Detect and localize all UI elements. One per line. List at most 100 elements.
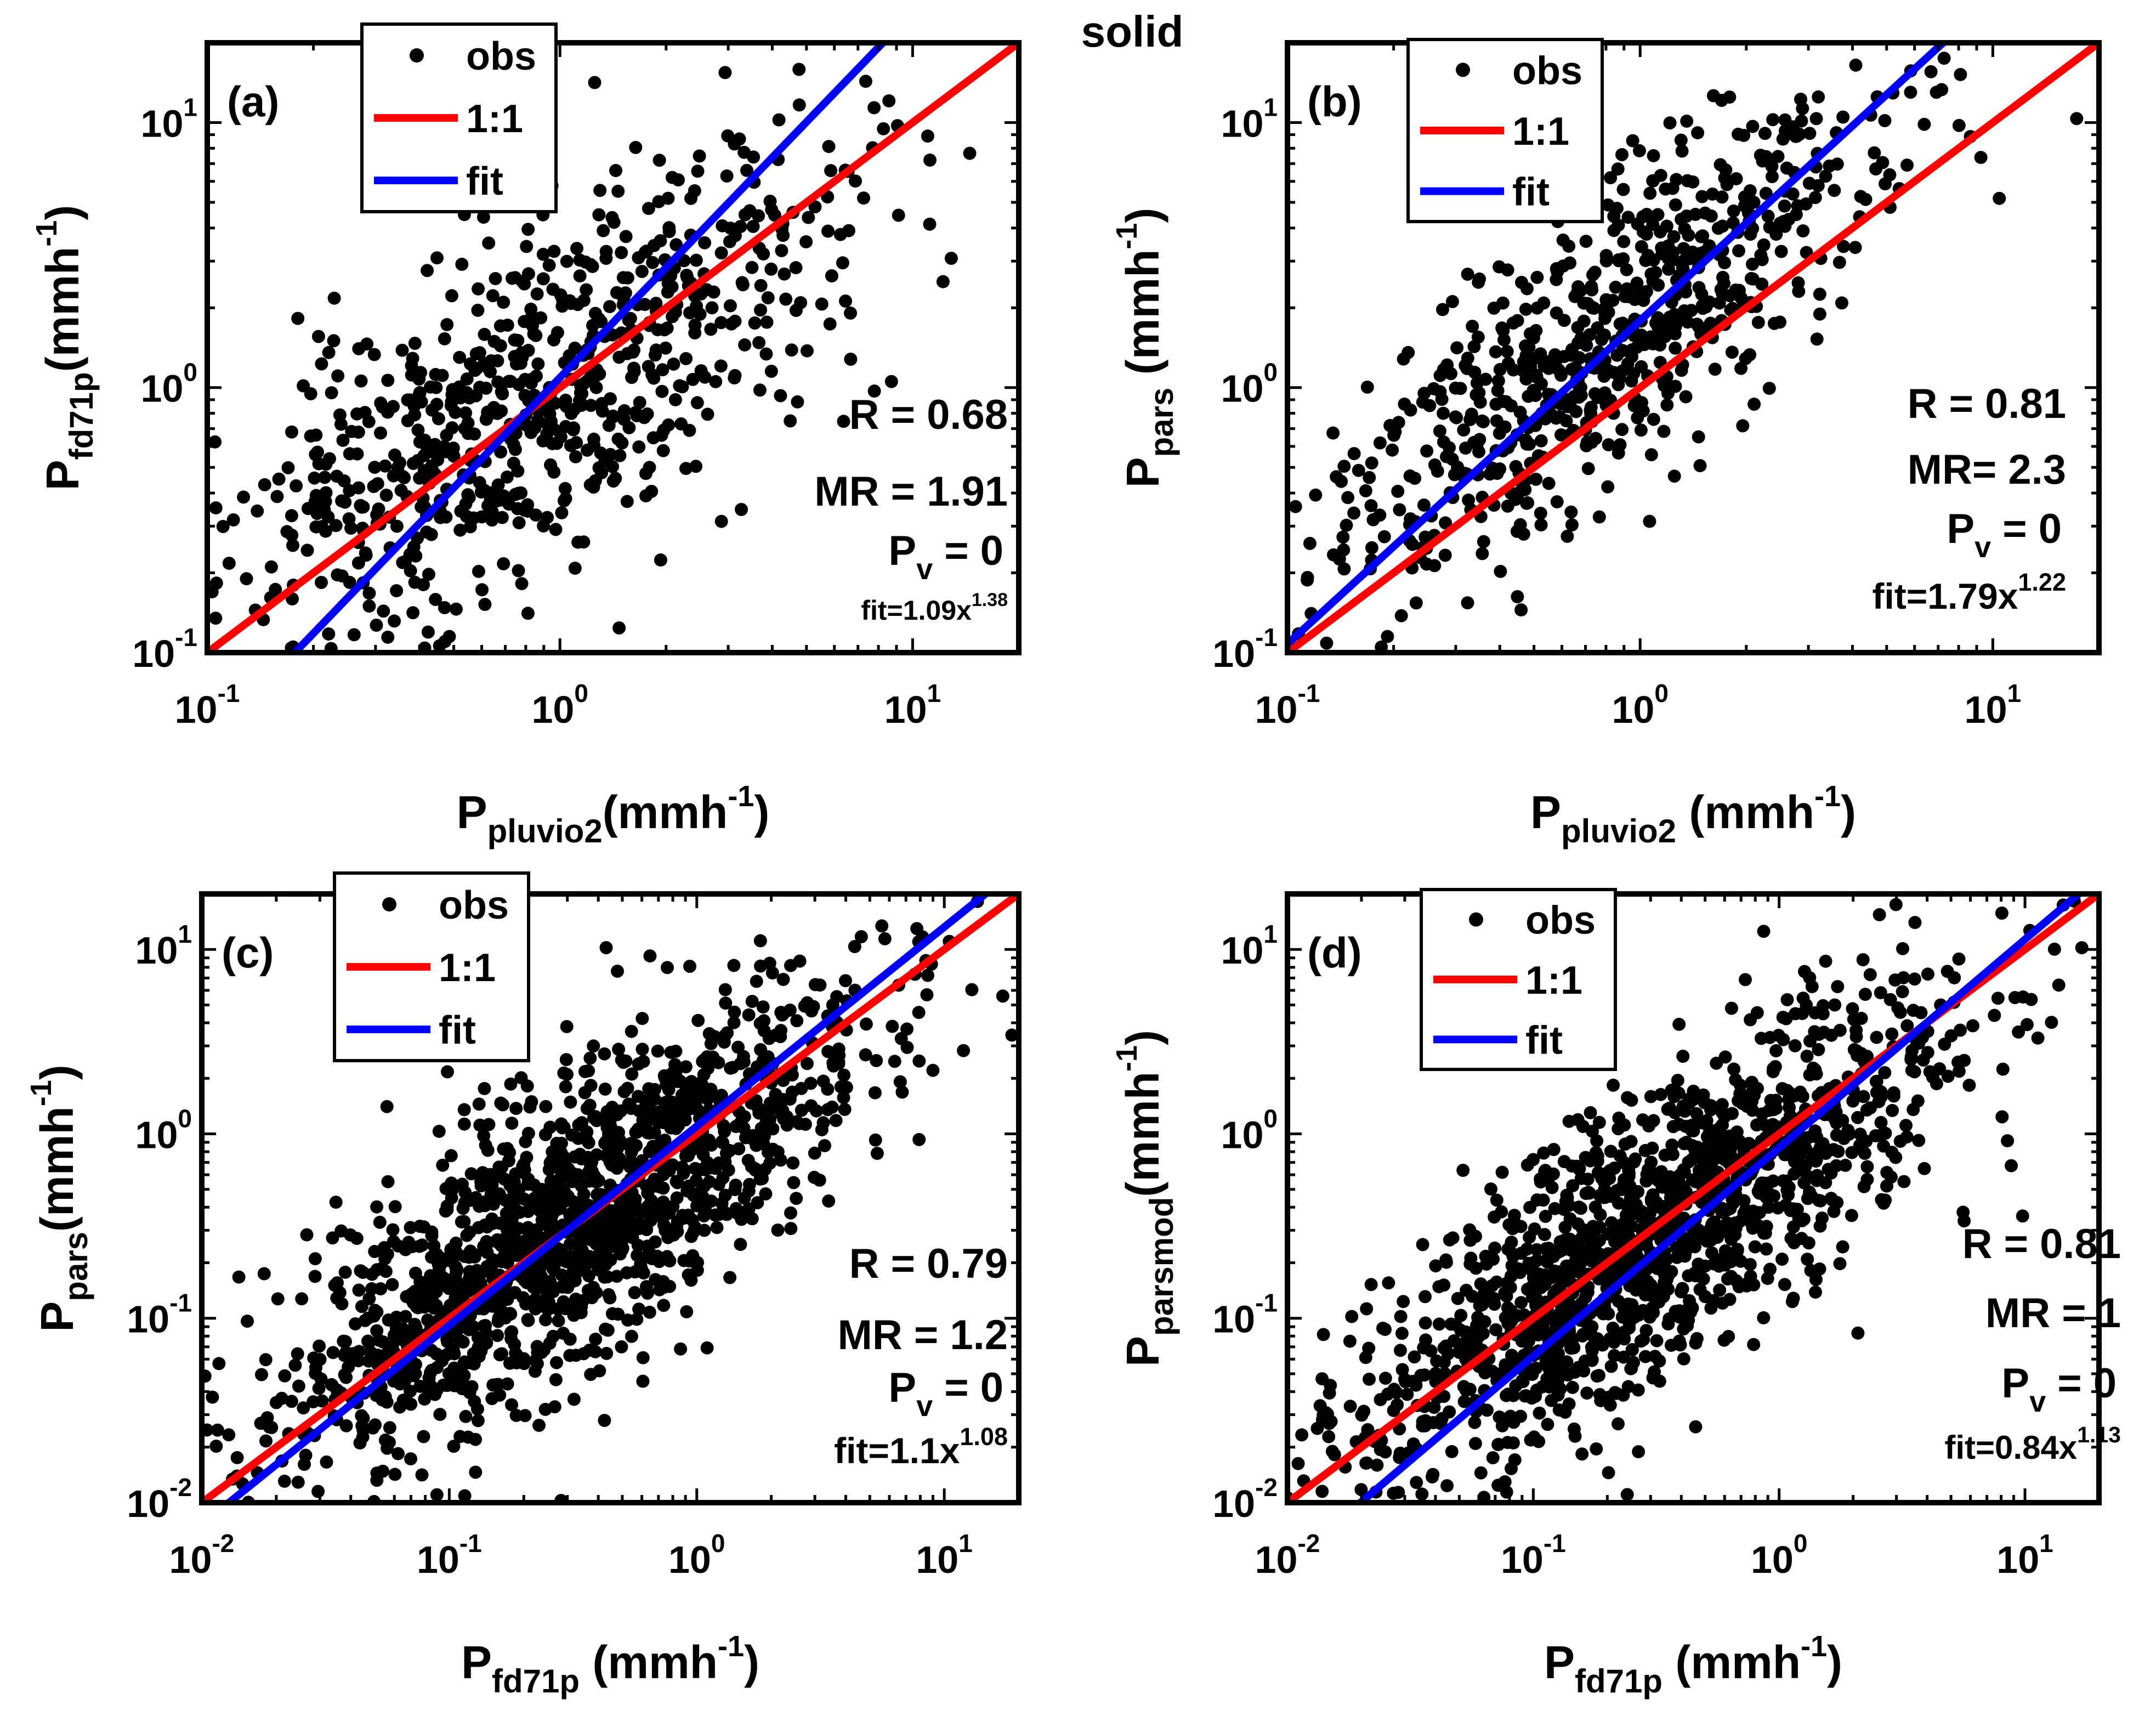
obs-point (627, 343, 641, 357)
obs-point (1842, 1128, 1856, 1141)
obs-point (1381, 630, 1394, 643)
obs-point (206, 1390, 219, 1404)
obs-point (386, 1223, 400, 1237)
obs-point (1438, 548, 1452, 562)
obs-point (1803, 127, 1817, 140)
obs-point (691, 1013, 705, 1027)
obs-point (564, 1250, 577, 1264)
obs-point (1437, 406, 1450, 420)
obs-point (1889, 1151, 1903, 1164)
obs-point (338, 1265, 352, 1279)
obs-point (1393, 1344, 1407, 1357)
obs-point (406, 457, 420, 470)
x-tick-exponent: -1 (1297, 679, 1320, 707)
obs-point (599, 1322, 612, 1336)
obs-point (558, 482, 572, 495)
obs-point (823, 317, 837, 331)
obs-point (212, 1357, 226, 1370)
obs-point (291, 1475, 305, 1489)
obs-point (1581, 1173, 1595, 1186)
obs-point (460, 386, 474, 399)
obs-point (849, 174, 862, 188)
obs-point (512, 564, 525, 577)
obs-point (1830, 1128, 1843, 1142)
obs-point (312, 495, 326, 508)
x-axis-label-unit: (mmh (603, 786, 728, 838)
obs-point (521, 267, 535, 281)
obs-point (1868, 146, 1881, 160)
obs-point (1908, 1065, 1921, 1079)
obs-point (1647, 412, 1660, 426)
stat-pv-value: = 0 (933, 1364, 1003, 1411)
obs-point (1530, 1292, 1544, 1306)
obs-point (1537, 1146, 1551, 1160)
obs-point (837, 1091, 850, 1105)
fit-line (223, 894, 992, 1503)
obs-point (1660, 219, 1673, 233)
obs-point (1519, 339, 1532, 353)
obs-point (836, 256, 849, 270)
obs-point (1692, 430, 1705, 444)
obs-point (1631, 1383, 1645, 1397)
obs-point (407, 540, 421, 554)
obs-point (1320, 636, 1334, 650)
obs-point (478, 1081, 491, 1095)
obs-point (1611, 162, 1625, 176)
y-tick-exponent: -1 (1255, 1289, 1278, 1317)
obs-point (674, 417, 688, 431)
obs-point (1585, 1344, 1599, 1358)
obs-point (700, 283, 713, 297)
obs-point (869, 1133, 882, 1147)
obs-point (1572, 1200, 1586, 1214)
obs-point (457, 1117, 471, 1131)
obs-point (1534, 518, 1548, 532)
x-tick-label: 10-1 (1255, 679, 1320, 731)
obs-point (559, 1302, 572, 1316)
y-tick-base: 10 (1221, 367, 1264, 410)
obs-point (525, 1095, 538, 1108)
obs-point (612, 1043, 626, 1056)
stat-pv: Pv = 0 (888, 1364, 1003, 1423)
obs-point (508, 333, 521, 347)
obs-point (1443, 441, 1456, 455)
x-tick-base: 10 (1501, 1538, 1544, 1581)
obs-point (362, 586, 376, 600)
obs-point (1622, 1316, 1636, 1330)
obs-point (920, 988, 934, 1001)
obs-point (1835, 296, 1848, 310)
y-tick-base: 10 (127, 1298, 169, 1341)
obs-point (774, 389, 787, 403)
obs-point (1374, 1443, 1387, 1457)
obs-point (1921, 967, 1934, 981)
obs-point (737, 145, 751, 159)
obs-point (485, 1392, 499, 1406)
obs-point (1450, 341, 1464, 355)
obs-point (447, 1361, 461, 1375)
obs-point (1665, 1182, 1678, 1196)
obs-point (417, 1220, 430, 1234)
obs-point (1693, 1283, 1707, 1296)
obs-point (1574, 1232, 1588, 1245)
obs-point (877, 122, 890, 135)
obs-point (415, 1468, 429, 1482)
obs-point (1493, 427, 1506, 440)
obs-point (1548, 348, 1562, 361)
obs-point (435, 369, 449, 382)
x-axis-label-subscript: pluvio2 (1561, 813, 1676, 849)
obs-point (561, 1281, 575, 1294)
obs-point (584, 399, 598, 412)
obs-point (668, 1058, 682, 1072)
obs-point (237, 490, 251, 504)
obs-point (868, 1086, 882, 1100)
x-axis-label-main: P (1544, 1636, 1575, 1688)
stat-fit: fit=1.79x1.22 (1872, 568, 2066, 616)
obs-point (542, 258, 556, 272)
obs-point (1490, 414, 1503, 428)
obs-point (494, 1303, 508, 1316)
obs-point (1878, 114, 1892, 127)
obs-point (728, 369, 742, 382)
obs-point (387, 1328, 401, 1342)
obs-point (1705, 1141, 1719, 1154)
obs-point (388, 614, 401, 628)
obs-point (422, 568, 435, 581)
